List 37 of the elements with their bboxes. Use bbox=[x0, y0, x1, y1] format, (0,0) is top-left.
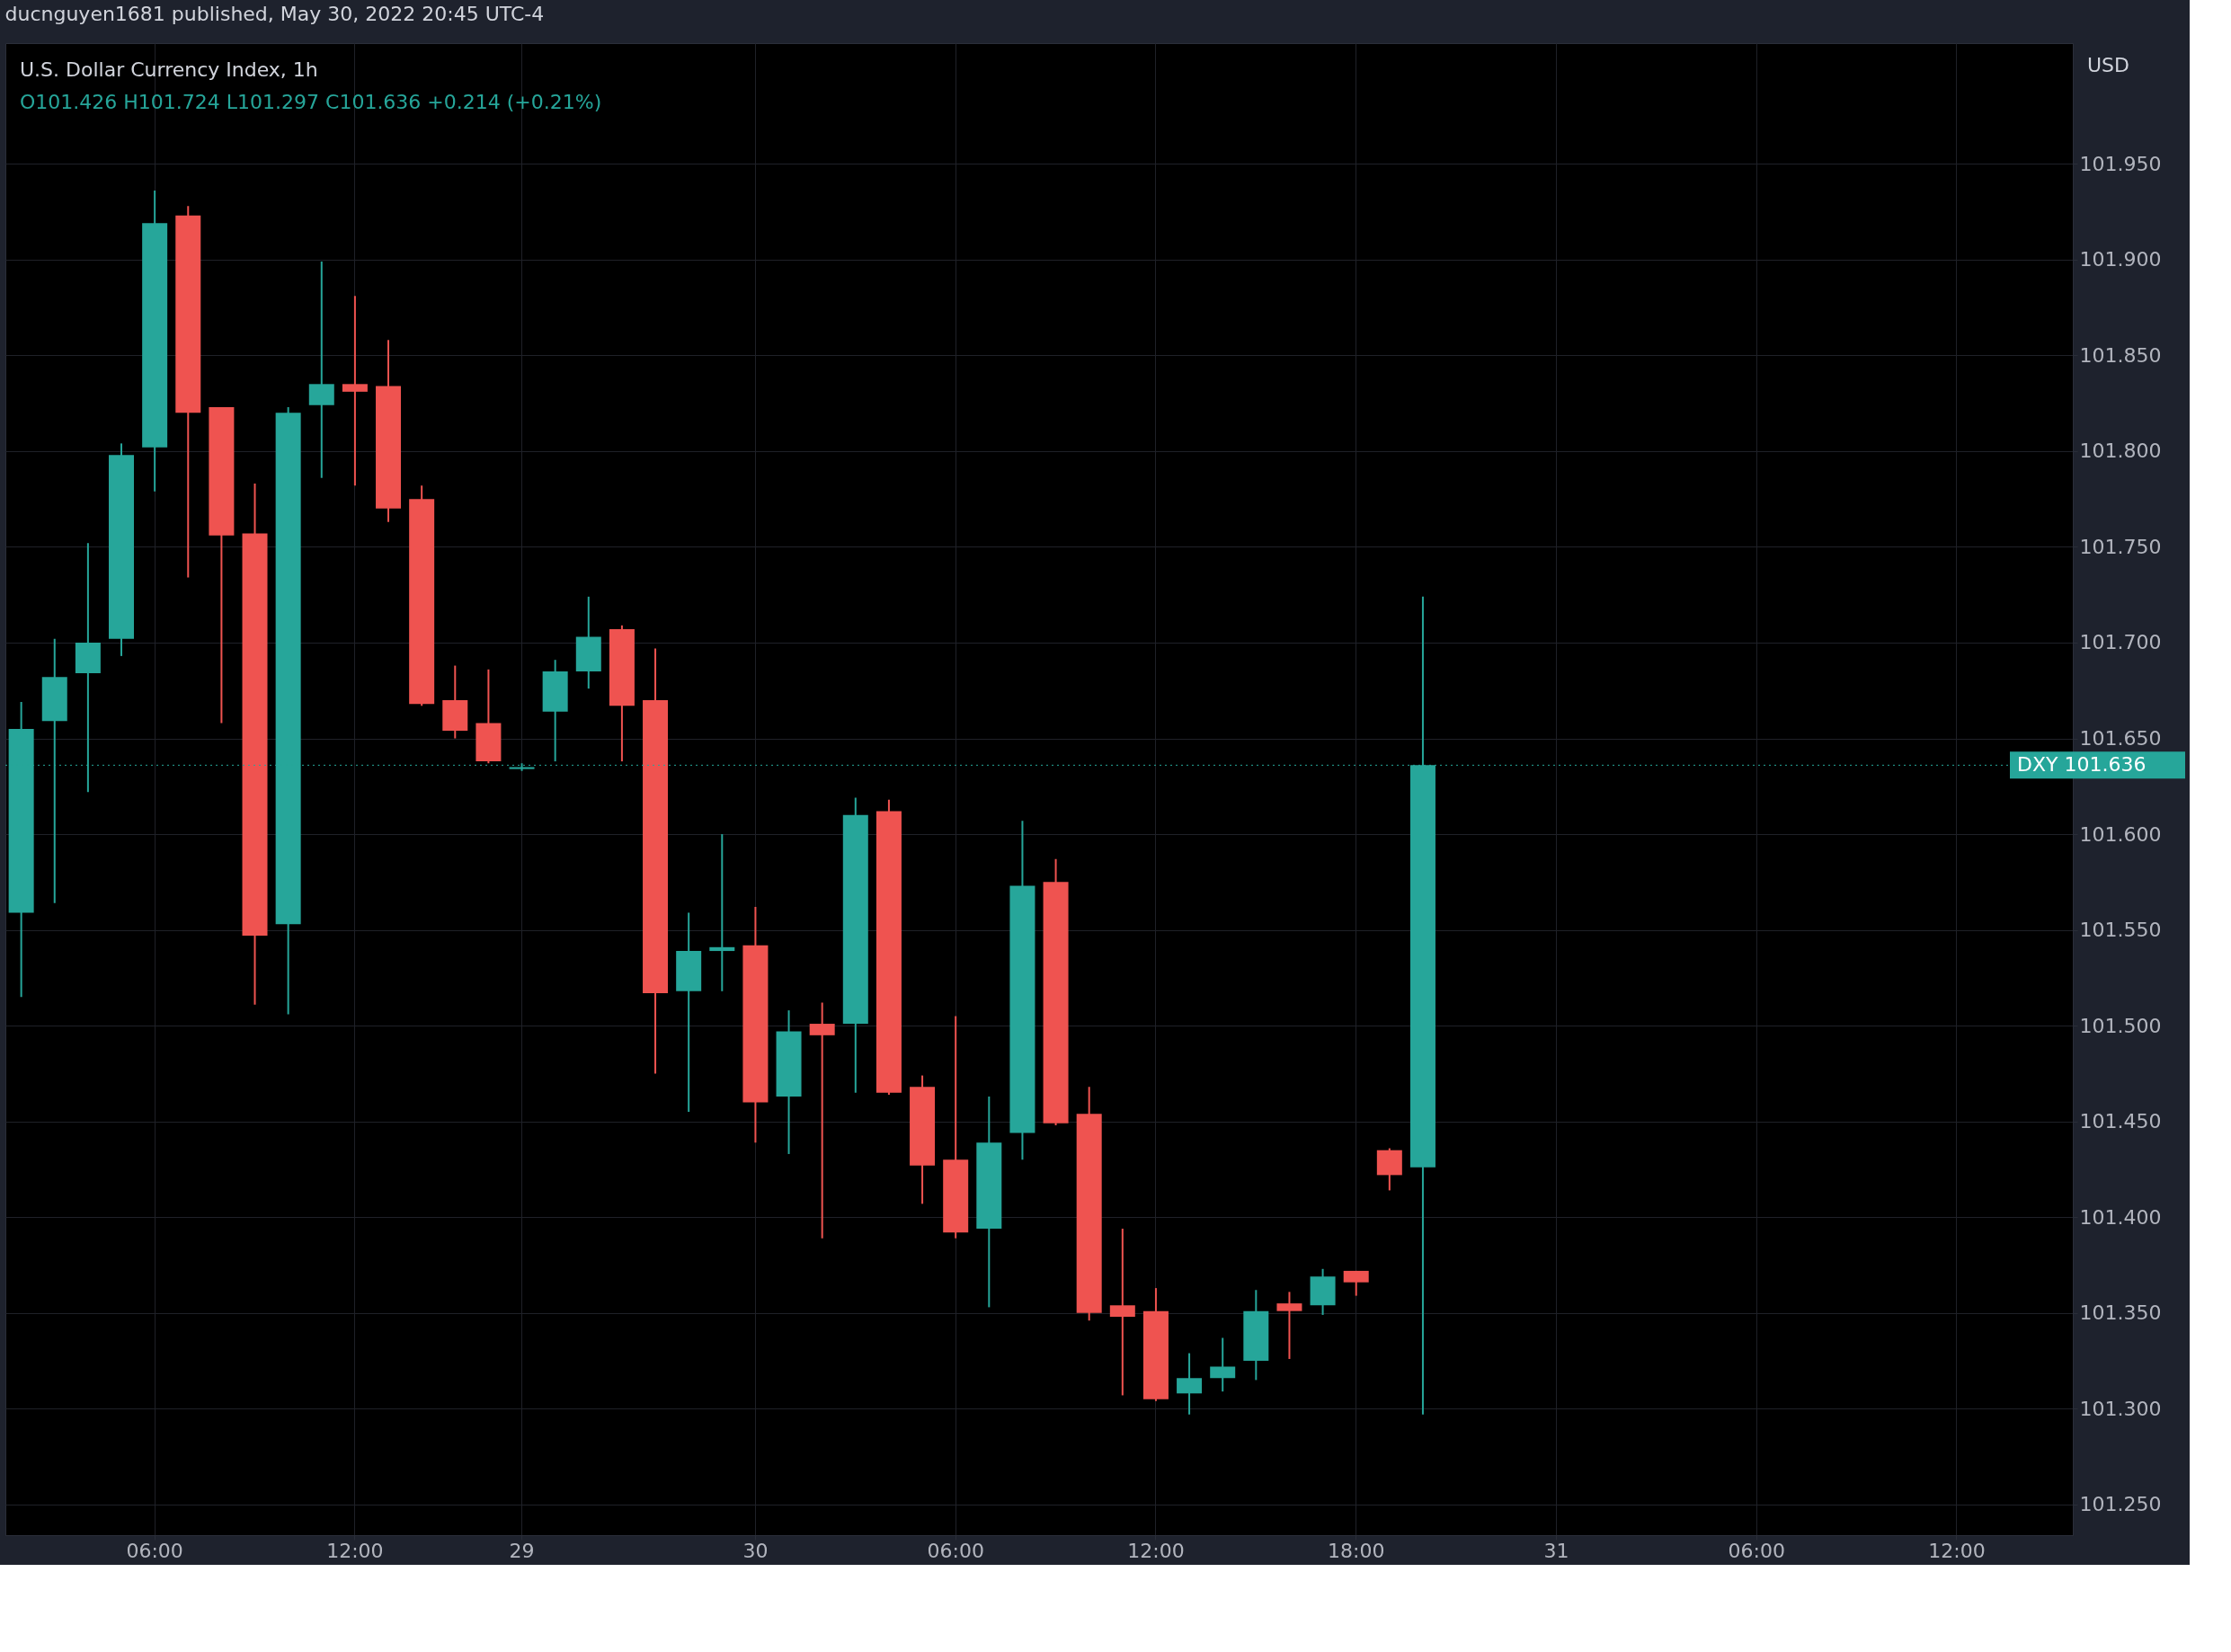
y-tick-label: 101.550 bbox=[2079, 919, 2162, 942]
y-tick-label: 101.500 bbox=[2079, 1014, 2162, 1037]
x-tick-label: 12:00 bbox=[1127, 1539, 1185, 1562]
y-tick-label: 101.600 bbox=[2079, 822, 2162, 846]
candlestick bbox=[1210, 1337, 1236, 1393]
y-tick-label: 101.650 bbox=[2079, 727, 2162, 751]
y-tick-label: 101.950 bbox=[2079, 152, 2162, 175]
text: ducnguyen1681 published, May 30, 2022 20:45 UTC-4 bbox=[4, 3, 545, 25]
y-tick-label: 101.900 bbox=[2079, 248, 2162, 271]
x-tick-label: 12:00 bbox=[1928, 1539, 1986, 1562]
y-axis-title: USD bbox=[2087, 54, 2130, 76]
x-tick-label: 30 bbox=[742, 1539, 769, 1562]
ref-line-label: DXY 101.636 bbox=[2017, 753, 2147, 777]
text: O101.426 H101.724 L101.297 C101.636 +0.214 (+0.21%) bbox=[20, 91, 602, 113]
x-tick-label: 12:00 bbox=[326, 1539, 384, 1562]
candlestick bbox=[1109, 1228, 1135, 1397]
y-tick-label: 101.400 bbox=[2079, 1205, 2162, 1229]
x-tick-label: 29 bbox=[509, 1539, 535, 1562]
x-tick-label: 06:00 bbox=[1728, 1539, 1785, 1562]
x-tick-label: 06:00 bbox=[927, 1539, 984, 1562]
y-tick-label: 101.700 bbox=[2079, 631, 2162, 654]
y-tick-label: 101.450 bbox=[2079, 1110, 2162, 1133]
y-tick-label: 101.350 bbox=[2079, 1301, 2162, 1325]
candlestick bbox=[809, 1001, 835, 1239]
candlestick bbox=[709, 833, 735, 992]
candlestick bbox=[308, 260, 334, 479]
y-tick-label: 101.300 bbox=[2079, 1397, 2162, 1420]
y-tick-label: 101.850 bbox=[2079, 343, 2162, 367]
x-tick-label: 31 bbox=[1543, 1539, 1569, 1562]
candlestick bbox=[1276, 1291, 1302, 1360]
candlestick bbox=[342, 295, 368, 487]
x-tick-label: 06:00 bbox=[126, 1539, 183, 1562]
y-tick-label: 101.250 bbox=[2079, 1493, 2162, 1516]
x-tick-label: 18:00 bbox=[1328, 1539, 1385, 1562]
y-tick-label: 101.800 bbox=[2079, 440, 2162, 463]
text: U.S. Dollar Currency Index, 1h bbox=[20, 58, 318, 81]
y-tick-label: 101.750 bbox=[2079, 535, 2162, 558]
